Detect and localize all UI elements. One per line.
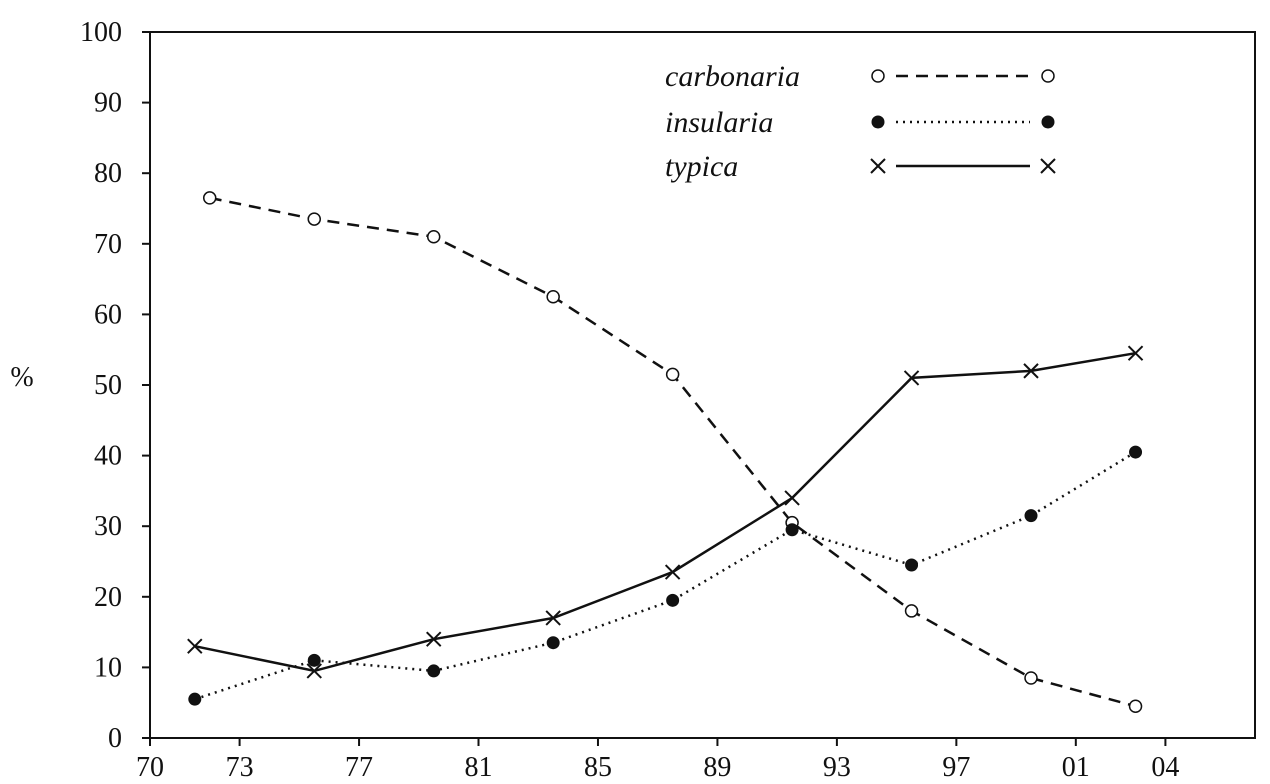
series-insularia-point	[666, 593, 680, 607]
series-carbonaria-point	[904, 604, 919, 618]
x-tick-label: 97	[942, 752, 970, 783]
legend-typica-point	[870, 158, 886, 174]
y-tick-label: 20	[94, 582, 122, 613]
legend-insularia-point	[871, 115, 885, 129]
y-tick-label: 80	[94, 158, 122, 189]
legend-entry-typica: typica	[665, 150, 1056, 183]
legend-typica-point	[1040, 158, 1056, 174]
y-tick-label: 40	[94, 441, 122, 472]
x-tick-label: 73	[226, 752, 254, 783]
series-carbonaria	[202, 191, 1143, 713]
y-tick-label: 60	[94, 299, 122, 330]
x-tick-label: 70	[136, 752, 164, 783]
legend-carbonaria-point	[871, 69, 885, 83]
x-axis-ticks: 70 73 77 81 85 89 93 97 01 04	[136, 738, 1179, 783]
series-insularia-point	[905, 558, 919, 572]
series-carbonaria-point	[202, 191, 217, 205]
x-tick-label: 81	[465, 752, 493, 783]
series-insularia-point	[307, 653, 321, 667]
series-carbonaria-point	[1024, 671, 1038, 685]
y-tick-label: 10	[94, 652, 122, 683]
series-carbonaria-point	[665, 367, 680, 382]
x-tick-label: 04	[1151, 752, 1179, 783]
series-typica-point	[187, 638, 203, 654]
y-axis-ticks: 0 10 20 30 40 50 60 70 80 90 100	[80, 17, 150, 754]
y-tick-label: 50	[94, 370, 122, 401]
series-insularia	[188, 445, 1143, 706]
legend-label: carbonaria	[665, 60, 800, 93]
series-typica-point	[1023, 363, 1039, 379]
series-typica-point	[545, 610, 561, 626]
series-typica-point	[784, 490, 800, 506]
series-insularia-point	[188, 692, 202, 706]
series-typica-point	[306, 663, 322, 679]
y-tick-label: 70	[94, 229, 122, 260]
series-insularia-point	[1024, 509, 1038, 523]
series-typica-point	[664, 564, 681, 580]
x-tick-label: 01	[1062, 752, 1090, 783]
legend-carbonaria-point	[1041, 69, 1055, 83]
series-typica-line	[194, 351, 1136, 673]
series-carbonaria-line	[209, 196, 1136, 708]
y-tick-label: 0	[108, 723, 122, 754]
legend-insularia-point	[1041, 115, 1055, 129]
y-tick-label: 100	[80, 17, 122, 48]
legend-entry-carbonaria: carbonaria	[665, 60, 1055, 93]
series-typica-point	[426, 631, 442, 647]
x-tick-label: 85	[584, 752, 612, 783]
series-typica-point	[903, 370, 920, 386]
series-carbonaria-point	[546, 290, 560, 304]
series-carbonaria-point	[1128, 699, 1143, 713]
x-tick-label: 93	[823, 752, 851, 783]
series-typica	[187, 345, 1144, 679]
legend-label: insularia	[665, 106, 773, 139]
x-tick-label: 77	[345, 752, 373, 783]
legend: carbonaria insularia typica	[665, 60, 1056, 183]
y-tick-label: 30	[94, 511, 122, 542]
series-insularia-point	[1129, 445, 1143, 459]
series-typica-point	[1127, 345, 1144, 361]
series-insularia-point	[785, 523, 799, 537]
x-tick-label: 89	[703, 752, 731, 783]
y-axis-label: %	[10, 362, 33, 393]
series-insularia-point	[427, 664, 441, 678]
series-carbonaria-point	[426, 229, 441, 244]
series-carbonaria-point	[307, 212, 322, 226]
y-tick-label: 90	[94, 88, 122, 119]
series-insularia-point	[546, 636, 560, 650]
series-layer	[187, 191, 1144, 713]
legend-label: typica	[665, 150, 738, 183]
legend-entry-insularia: insularia	[665, 106, 1055, 139]
